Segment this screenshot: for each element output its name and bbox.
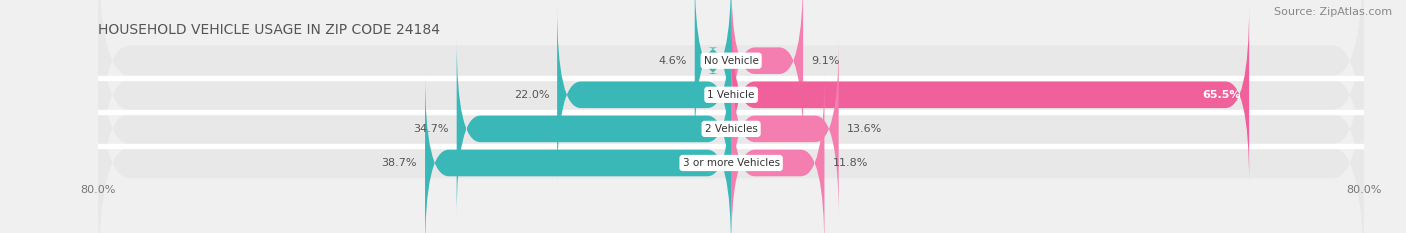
FancyBboxPatch shape xyxy=(98,8,1364,233)
FancyBboxPatch shape xyxy=(695,0,731,150)
FancyBboxPatch shape xyxy=(425,74,731,233)
Text: 22.0%: 22.0% xyxy=(513,90,550,100)
FancyBboxPatch shape xyxy=(98,42,1364,233)
Text: 34.7%: 34.7% xyxy=(413,124,449,134)
Bar xyxy=(98,144,1364,148)
Text: 65.5%: 65.5% xyxy=(1202,90,1241,100)
Text: 13.6%: 13.6% xyxy=(846,124,882,134)
Text: 1 Vehicle: 1 Vehicle xyxy=(707,90,755,100)
FancyBboxPatch shape xyxy=(457,40,731,218)
FancyBboxPatch shape xyxy=(731,6,1249,184)
Bar xyxy=(98,76,1364,80)
Legend: Owner-occupied, Renter-occupied: Owner-occupied, Renter-occupied xyxy=(607,230,855,233)
FancyBboxPatch shape xyxy=(557,6,731,184)
Text: Source: ZipAtlas.com: Source: ZipAtlas.com xyxy=(1274,7,1392,17)
Text: No Vehicle: No Vehicle xyxy=(703,56,759,66)
FancyBboxPatch shape xyxy=(731,74,824,233)
Text: 11.8%: 11.8% xyxy=(832,158,868,168)
Text: 4.6%: 4.6% xyxy=(658,56,686,66)
Bar xyxy=(98,110,1364,114)
FancyBboxPatch shape xyxy=(98,0,1364,216)
FancyBboxPatch shape xyxy=(731,40,838,218)
FancyBboxPatch shape xyxy=(98,0,1364,182)
Text: 38.7%: 38.7% xyxy=(381,158,418,168)
Text: HOUSEHOLD VEHICLE USAGE IN ZIP CODE 24184: HOUSEHOLD VEHICLE USAGE IN ZIP CODE 2418… xyxy=(98,23,440,37)
Bar xyxy=(98,44,1364,180)
Text: 9.1%: 9.1% xyxy=(811,56,839,66)
Text: 3 or more Vehicles: 3 or more Vehicles xyxy=(682,158,780,168)
FancyBboxPatch shape xyxy=(731,0,803,150)
Text: 2 Vehicles: 2 Vehicles xyxy=(704,124,758,134)
